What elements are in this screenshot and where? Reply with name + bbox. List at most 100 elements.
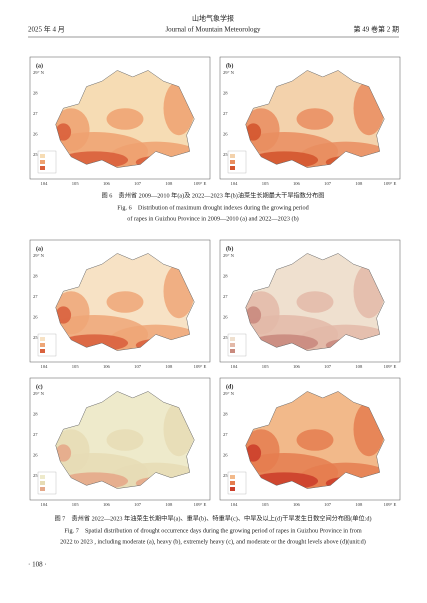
page-number: · 108 · (28, 561, 47, 569)
volume: 第 49 卷第 2 期 (354, 25, 400, 34)
map-outline (55, 70, 195, 168)
lat-tick-label: 29° N (223, 391, 235, 396)
map-zone (245, 306, 262, 324)
legend-swatch (230, 337, 235, 341)
legend-swatch (40, 160, 45, 164)
legend-swatch (230, 349, 235, 353)
legend-swatch (230, 343, 235, 347)
map-zone (245, 429, 280, 473)
panel-label: (a) (36, 62, 43, 69)
map-outline (245, 253, 385, 351)
lon-tick-label: 106 (103, 364, 111, 369)
map-zone (106, 429, 144, 451)
journal-cn: 山地气象学报 (192, 14, 234, 23)
lat-tick-label: 28 (33, 91, 38, 96)
lat-tick-label: 27 (33, 294, 38, 299)
panel-label: (d) (226, 383, 233, 390)
lon-tick-label: 107 (134, 181, 142, 186)
lat-tick-label: 25 (223, 152, 228, 157)
lat-tick-label: 29° N (33, 70, 45, 75)
map-zone (55, 429, 90, 473)
lon-tick-label: 109° E (384, 364, 397, 369)
lon-tick-label: 104 (41, 502, 49, 507)
legend-swatch (230, 475, 235, 479)
map-zone (296, 291, 334, 313)
lon-tick-label: 108 (355, 364, 363, 369)
journal-en: Journal of Mountain Meteorology (165, 26, 261, 34)
caption-cn: 图 6 贵州省 2009—2010 年(a)及 2022—2023 年(b)油菜… (102, 191, 325, 199)
lon-tick-label: 108 (165, 181, 173, 186)
lon-tick-label: 105 (72, 364, 80, 369)
lon-tick-label: 107 (134, 364, 142, 369)
map-outline (55, 253, 195, 351)
lon-tick-label: 107 (134, 502, 142, 507)
caption-cn: 图 7 贵州省 2022—2023 年油菜生长期中旱(a)、重旱(b)、特重旱(… (54, 514, 371, 522)
lon-tick-label: 108 (355, 502, 363, 507)
map-zone (245, 108, 280, 152)
lat-tick-label: 25 (223, 335, 228, 340)
legend-swatch (230, 487, 235, 491)
lat-tick-label: 26 (33, 131, 38, 136)
panel-label: (a) (36, 245, 43, 252)
lon-tick-label: 104 (231, 181, 239, 186)
lat-tick-label: 25 (223, 473, 228, 478)
map-outline (55, 391, 195, 489)
lon-tick-label: 109° E (384, 181, 397, 186)
lat-tick-label: 28 (33, 412, 38, 417)
lon-tick-label: 104 (231, 364, 239, 369)
panel-label: (c) (36, 383, 43, 390)
map-outline (245, 391, 385, 489)
lon-tick-label: 109° E (194, 181, 207, 186)
lat-tick-label: 26 (223, 131, 228, 136)
lon-tick-label: 106 (293, 502, 301, 507)
lon-tick-label: 108 (165, 364, 173, 369)
panel-label: (b) (226, 62, 233, 69)
lon-tick-label: 106 (103, 181, 111, 186)
lon-tick-label: 106 (103, 502, 111, 507)
map-outline (245, 70, 385, 168)
lat-tick-label: 25 (33, 473, 38, 478)
legend-swatch (230, 154, 235, 158)
lat-tick-label: 26 (223, 314, 228, 319)
map-zone (296, 429, 334, 451)
lon-tick-label: 106 (293, 364, 301, 369)
map-zone (245, 123, 262, 141)
caption-en: Fig. 7 Spatial distribution of drought o… (64, 527, 361, 534)
lon-tick-label: 105 (72, 502, 80, 507)
map-zone (245, 444, 262, 462)
lon-tick-label: 105 (262, 181, 270, 186)
lon-tick-label: 105 (262, 502, 270, 507)
map-zone (55, 291, 90, 335)
lon-tick-label: 107 (324, 502, 332, 507)
lon-tick-label: 108 (165, 502, 173, 507)
lon-tick-label: 108 (355, 181, 363, 186)
lon-tick-label: 107 (324, 181, 332, 186)
lat-tick-label: 28 (223, 274, 228, 279)
lat-tick-label: 26 (33, 452, 38, 457)
lat-tick-label: 28 (33, 274, 38, 279)
legend-swatch (230, 481, 235, 485)
lat-tick-label: 27 (33, 111, 38, 116)
lon-tick-label: 109° E (384, 502, 397, 507)
lat-tick-label: 29° N (33, 253, 45, 258)
legend-swatch (40, 487, 45, 491)
lon-tick-label: 105 (262, 364, 270, 369)
legend-swatch (230, 166, 235, 170)
lon-tick-label: 109° E (194, 502, 207, 507)
lat-tick-label: 26 (223, 452, 228, 457)
lon-tick-label: 104 (231, 502, 239, 507)
issue-date: 2025 年 4 月 (28, 25, 65, 34)
map-zone (296, 108, 334, 130)
caption-en: Fig. 6 Distribution of maximum drought i… (117, 204, 309, 211)
map-zone (55, 108, 90, 152)
map-zone (55, 444, 72, 462)
lat-tick-label: 27 (223, 294, 228, 299)
legend-swatch (230, 160, 235, 164)
map-zone (245, 291, 280, 335)
caption-en: of rapes in Guizhou Province in 2009—201… (127, 215, 299, 222)
lat-tick-label: 29° N (223, 70, 235, 75)
lat-tick-label: 28 (223, 91, 228, 96)
lon-tick-label: 104 (41, 364, 49, 369)
caption-en: 2022 to 2023 , including moderate (a), h… (60, 538, 366, 545)
